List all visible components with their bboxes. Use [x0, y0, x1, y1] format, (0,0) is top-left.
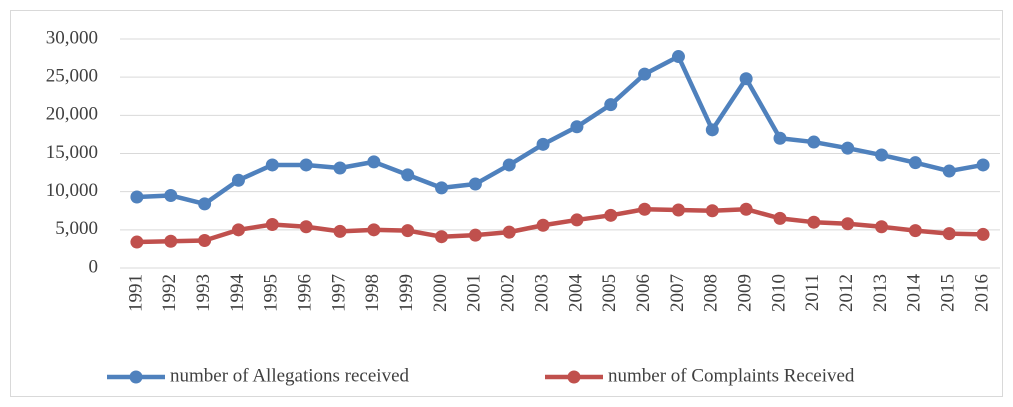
- point: [536, 137, 550, 151]
- point: [468, 228, 482, 242]
- point: [164, 188, 178, 202]
- point: [604, 98, 618, 112]
- x-tick-label: 2016: [971, 274, 992, 312]
- point: [908, 156, 922, 170]
- point: [942, 227, 956, 241]
- point: [604, 208, 618, 222]
- point: [875, 220, 889, 234]
- point: [671, 50, 685, 64]
- x-tick-label: 2010: [768, 274, 789, 312]
- point: [875, 148, 889, 162]
- y-tick-label: 0: [89, 256, 99, 277]
- point: [333, 224, 347, 238]
- y-tick-label: 15,000: [46, 142, 98, 163]
- point: [435, 230, 449, 244]
- y-tick-label: 5,000: [55, 218, 98, 239]
- point: [130, 235, 144, 249]
- legend-marker: [567, 370, 581, 384]
- x-tick-label: 1993: [193, 274, 214, 312]
- x-tick-label: 2013: [870, 274, 891, 312]
- point: [739, 202, 753, 216]
- point: [671, 203, 685, 217]
- point: [401, 168, 415, 182]
- point: [705, 204, 719, 218]
- point: [638, 67, 652, 81]
- point: [299, 220, 313, 234]
- point: [502, 225, 516, 239]
- point: [265, 158, 279, 172]
- legend-label: number of Complaints Received: [608, 365, 855, 386]
- x-tick-label: 1994: [227, 274, 248, 313]
- point: [231, 223, 245, 237]
- x-tick-label: 2003: [531, 274, 552, 312]
- point: [401, 224, 415, 238]
- y-tick-label: 30,000: [46, 27, 98, 48]
- x-tick-label: 2015: [938, 274, 959, 312]
- x-tick-label: 1996: [295, 274, 316, 312]
- point: [705, 123, 719, 137]
- point: [773, 131, 787, 145]
- point: [773, 211, 787, 225]
- legend-label: number of Allegations received: [170, 365, 410, 386]
- point: [164, 234, 178, 248]
- point: [502, 158, 516, 172]
- point: [908, 224, 922, 238]
- y-tick-label: 25,000: [46, 66, 98, 87]
- point: [570, 213, 584, 227]
- point: [198, 234, 212, 248]
- point: [570, 120, 584, 134]
- x-tick-label: 1992: [159, 274, 180, 312]
- point: [807, 135, 821, 149]
- x-tick-label: 2004: [565, 274, 586, 313]
- x-tick-label: 1998: [362, 274, 383, 312]
- point: [265, 217, 279, 231]
- x-tick-label: 2006: [633, 274, 654, 312]
- y-tick-label: 20,000: [46, 104, 98, 125]
- x-tick-label: 2009: [735, 274, 756, 312]
- point: [435, 181, 449, 195]
- x-tick-label: 1995: [261, 274, 282, 312]
- x-tick-label: 2005: [599, 274, 620, 312]
- x-tick-label: 2008: [701, 274, 722, 312]
- x-tick-label: 2011: [802, 274, 823, 311]
- x-tick-label: 1991: [125, 274, 146, 312]
- x-tick-label: 1999: [396, 274, 417, 312]
- point: [976, 227, 990, 241]
- x-tick-label: 1997: [328, 274, 349, 312]
- point: [536, 218, 550, 232]
- point: [198, 197, 212, 211]
- point: [367, 223, 381, 237]
- point: [638, 202, 652, 216]
- point: [367, 155, 381, 169]
- x-tick-label: 2007: [667, 274, 688, 312]
- point: [130, 190, 144, 204]
- point: [807, 215, 821, 229]
- chart-border: [10, 10, 1003, 397]
- point: [231, 173, 245, 187]
- point: [841, 141, 855, 155]
- x-tick-label: 2014: [904, 274, 925, 313]
- point: [841, 217, 855, 231]
- x-tick-label: 2000: [430, 274, 451, 312]
- x-tick-label: 2002: [498, 274, 519, 312]
- x-tick-label: 2001: [464, 274, 485, 312]
- point: [739, 72, 753, 86]
- point: [333, 161, 347, 175]
- point: [468, 177, 482, 191]
- y-tick-label: 10,000: [46, 180, 98, 201]
- legend-marker: [129, 370, 143, 384]
- point: [976, 158, 990, 172]
- point: [942, 164, 956, 178]
- point: [299, 158, 313, 172]
- x-tick-label: 2012: [836, 274, 857, 312]
